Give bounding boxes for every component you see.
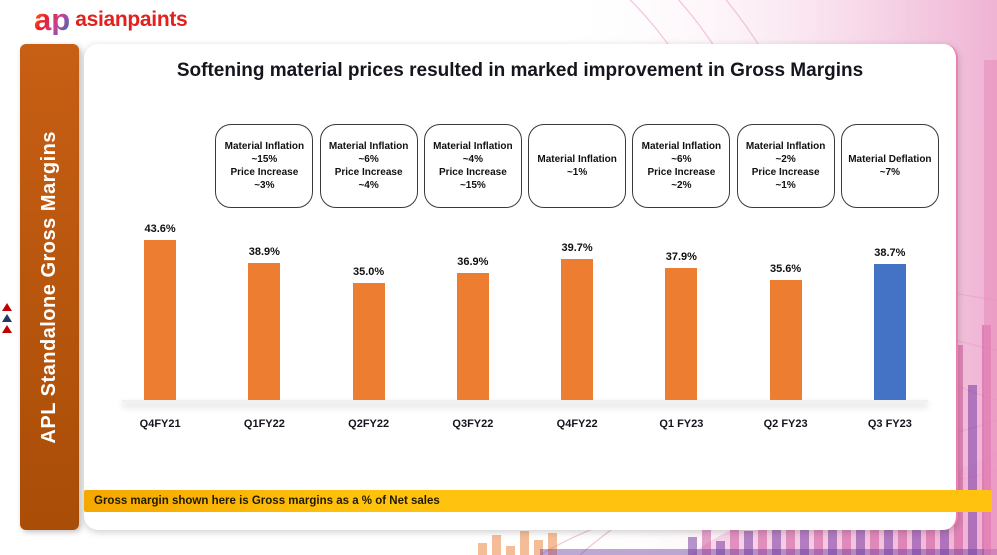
annotation-slot: Material Inflation ~6% Price Increase ~2%	[629, 124, 733, 208]
annotation-line: ~2%	[671, 180, 692, 191]
annotation-slot: Material Inflation ~2% Price Increase ~1%	[734, 124, 838, 208]
category-label: Q1 FY23	[659, 418, 704, 430]
annotation-line: ~4%	[462, 154, 484, 165]
annotation-line: Material Inflation	[224, 141, 305, 152]
chart-column: Material Inflation ~4% Price Increase ~15% 3…	[421, 114, 525, 436]
chart-bar	[144, 240, 177, 400]
bar-value-label: 38.7%	[874, 247, 906, 259]
annotation-line: Price Increase	[751, 167, 820, 178]
brand-logo-icon: ap	[34, 2, 71, 37]
annotation-line: Price Increase	[438, 167, 507, 178]
chart-bar	[352, 283, 385, 400]
bar-value-label: 35.0%	[353, 266, 385, 278]
annotation-slot	[108, 124, 212, 208]
annotation-line: Material Inflation	[641, 141, 722, 152]
annotation-slot: Material Deflation ~7%	[838, 124, 942, 208]
category-label: Q2 FY23	[763, 418, 808, 430]
annotation-line: Material Inflation	[328, 141, 409, 152]
category-label: Q3FY22	[452, 418, 494, 430]
chart-bar	[248, 263, 281, 400]
arrow-up-icon	[2, 314, 12, 322]
chart-column: Material Inflation ~15% Price Increase ~3% 3…	[212, 114, 316, 436]
bar-value-label: 36.9%	[457, 256, 489, 268]
gross-margin-bar-chart: 43.6% Q4FY21 Material Inflation ~15% Price I…	[108, 114, 942, 436]
chart-bar	[769, 280, 802, 400]
slide-title: Softening material prices resulted in ma…	[176, 60, 864, 81]
annotation-slot: Material Inflation ~6% Price Increase ~4%	[317, 124, 421, 208]
annotation-line: Price Increase	[334, 167, 403, 178]
annotation-box: Material Deflation ~7%	[840, 124, 939, 208]
annotation-line: ~1%	[566, 167, 588, 178]
annotation-line: ~2%	[775, 154, 796, 165]
annotation-line: Material Deflation	[848, 154, 932, 165]
bar-value-label: 35.6%	[770, 263, 802, 275]
footnote-text: Gross margin shown here is Gross margins…	[94, 495, 440, 507]
annotation-box: Material Inflation ~2% Price Increase ~1%	[736, 124, 835, 208]
arrow-up-icon	[2, 325, 12, 333]
annotation-line: ~6%	[671, 154, 692, 165]
arrow-up-icon	[2, 303, 12, 311]
bar-value-label: 38.9%	[248, 246, 280, 258]
annotation-box: Material Inflation ~1%	[528, 124, 627, 208]
decorative-arrows	[2, 303, 12, 333]
footnote-banner: Gross margin shown here is Gross margins…	[84, 490, 992, 512]
brand-logo: ap asianpaints	[34, 2, 188, 37]
annotation-slot: Material Inflation ~4% Price Increase ~15%	[421, 124, 525, 208]
annotation-box: Material Inflation ~4% Price Increase ~15%	[423, 124, 522, 208]
chart-column: 43.6% Q4FY21	[108, 114, 212, 436]
slide-card: Softening material prices resulted in ma…	[84, 44, 958, 530]
annotation-line: ~6%	[358, 154, 379, 165]
annotation-slot: Material Inflation ~15% Price Increase ~3%	[212, 124, 316, 208]
bar-value-label: 37.9%	[665, 251, 697, 263]
bar-value-label: 39.7%	[561, 242, 593, 254]
annotation-line: Material Inflation	[745, 141, 826, 152]
annotation-line: Price Increase	[647, 167, 716, 178]
chart-column: Material Inflation ~1% 39.7% Q4FY22	[525, 114, 629, 436]
category-label: Q4FY22	[556, 418, 598, 430]
category-label: Q2FY22	[348, 418, 390, 430]
chart-bar	[561, 259, 594, 400]
annotation-line: ~7%	[879, 167, 901, 178]
chart-column: Material Deflation ~7% 38.7% Q3 FY23	[838, 114, 942, 436]
chart-column: Material Inflation ~6% Price Increase ~2% 37…	[629, 114, 733, 436]
chart-bar	[873, 264, 906, 400]
chart-bar	[665, 268, 698, 400]
section-band: APL Standalone Gross Margins	[20, 44, 79, 530]
category-label: Q3 FY23	[867, 418, 912, 430]
brand-logo-text: asianpaints	[75, 7, 188, 31]
annotation-line: ~15%	[459, 180, 486, 191]
annotation-line: ~1%	[775, 180, 796, 191]
annotation-line: Material Inflation	[433, 141, 513, 152]
chart-column: Material Inflation ~6% Price Increase ~4% 35…	[317, 114, 421, 436]
annotation-line: ~4%	[358, 180, 379, 191]
annotation-line: Price Increase	[230, 167, 299, 178]
annotation-slot: Material Inflation ~1%	[525, 124, 629, 208]
section-band-title: APL Standalone Gross Margins	[38, 130, 60, 444]
category-label: Q4FY21	[139, 418, 181, 430]
chart-baseline	[122, 400, 928, 402]
annotation-box: Material Inflation ~15% Price Increase ~3%	[215, 124, 314, 208]
chart-bar	[456, 273, 489, 400]
bar-value-label: 43.6%	[144, 223, 176, 235]
annotation-line: ~15%	[251, 154, 278, 165]
chart-column: Material Inflation ~2% Price Increase ~1% 35…	[734, 114, 838, 436]
annotation-box: Material Inflation ~6% Price Increase ~2%	[632, 124, 731, 208]
annotation-line: Material Inflation	[537, 154, 617, 165]
annotation-box: Material Inflation ~6% Price Increase ~4%	[319, 124, 418, 208]
category-label: Q1FY22	[243, 418, 285, 430]
annotation-line: ~3%	[254, 180, 275, 191]
